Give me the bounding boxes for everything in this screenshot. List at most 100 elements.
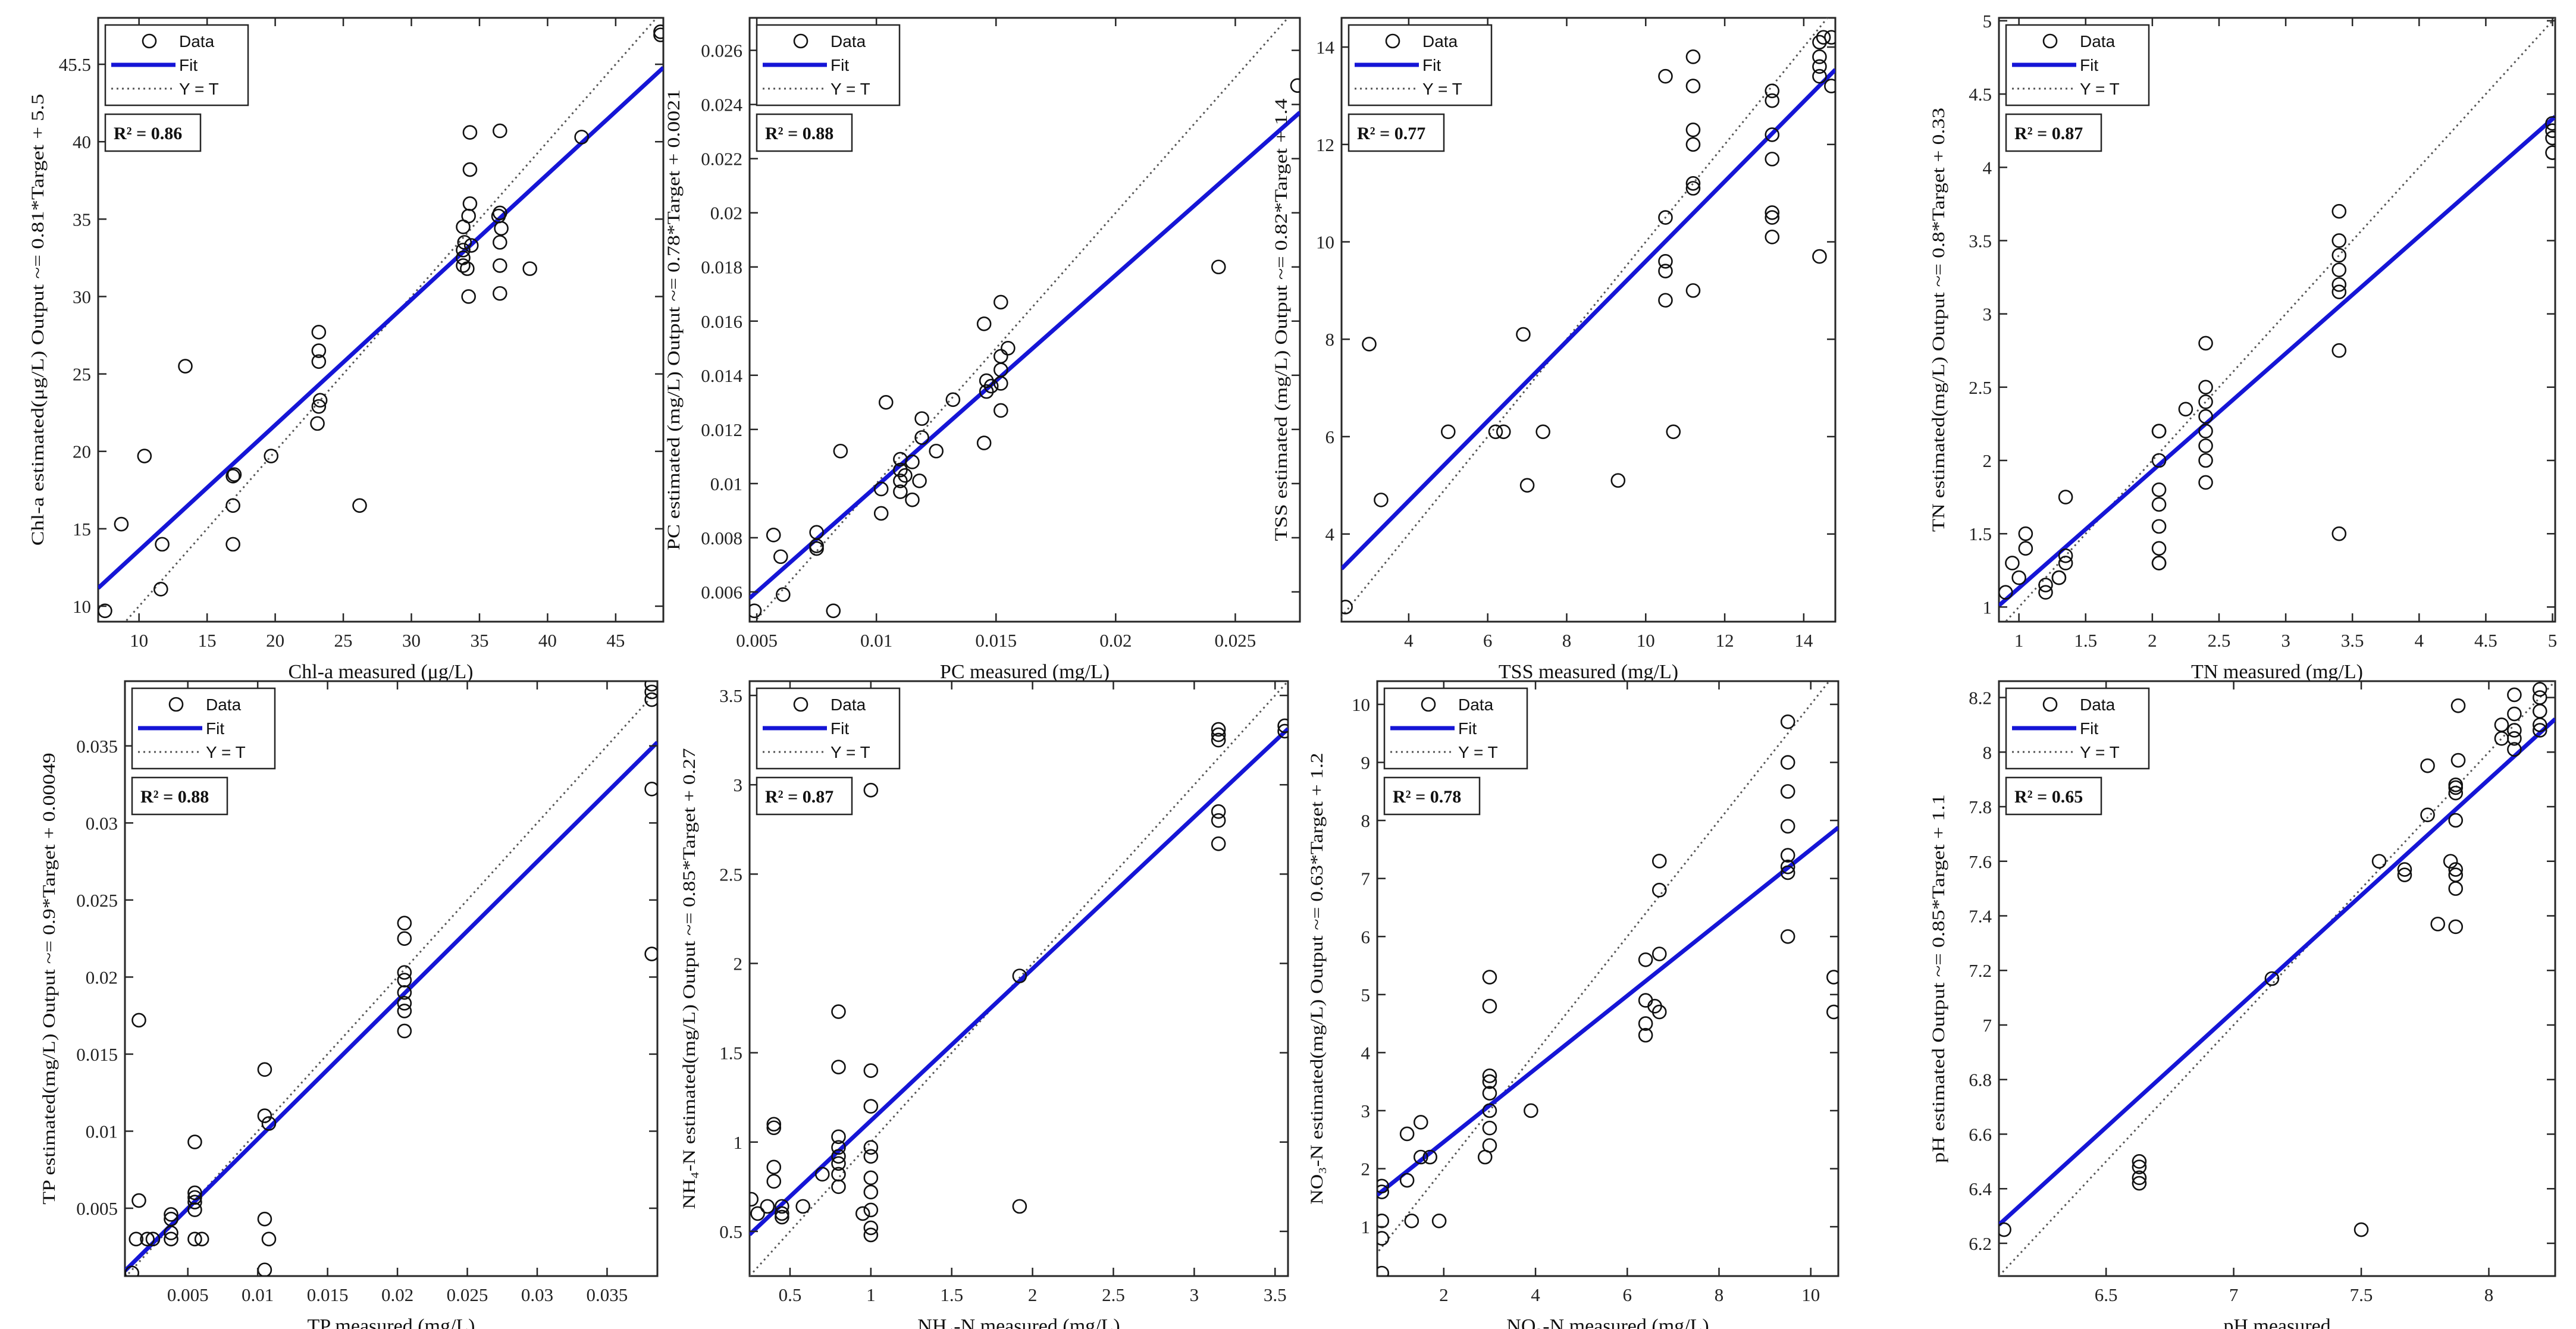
y-tick-label: 3.5: [1969, 230, 1992, 251]
data-point: [983, 378, 999, 394]
y-tick-label: 10: [1316, 232, 1334, 253]
y-tick-label: 8: [1361, 810, 1371, 831]
data-point: [2450, 698, 2466, 713]
data-point: [905, 492, 920, 507]
data-point: [1765, 205, 1780, 220]
y-axis-label: Chl-a estimated(μg/L) Output ~= 0.81*Tar…: [28, 94, 48, 546]
plot-content: [1999, 681, 2555, 1276]
data-point: [993, 376, 1008, 391]
data-point: [2397, 867, 2412, 882]
chart-1: 10 15 20 25 30 35 40 45 10 15 20 25 30 35 40 45.5 Chl-a …: [28, 17, 665, 683]
legend-fit-label: Fit: [2080, 719, 2098, 738]
y-tick-label: 0.012: [701, 419, 742, 440]
legend-yt-label: Y = T: [1458, 743, 1498, 761]
data-point: [2151, 424, 2167, 439]
data-point: [194, 1231, 209, 1247]
data-point: [1816, 30, 1831, 45]
data-point: [1638, 1027, 1653, 1043]
data-point: [1651, 1004, 1667, 1020]
data-point: [129, 1231, 144, 1247]
data-point: [2397, 862, 2412, 877]
data-point: [1377, 1184, 1390, 1199]
x-tick-label: 6.5: [2095, 1284, 2118, 1305]
legend-yt-label: Y = T: [2080, 80, 2120, 98]
data-point: [1211, 813, 1226, 828]
x-tick-label: 6: [1483, 630, 1493, 651]
data-point: [187, 1195, 202, 1209]
data-point: [809, 525, 824, 540]
data-point: [1651, 854, 1667, 869]
data-point: [1482, 1120, 1497, 1136]
x-tick-label: 45: [606, 630, 625, 651]
fit-line: [750, 111, 1300, 600]
x-tick-label: 0.5: [779, 1284, 802, 1305]
y-tick-label: 8.2: [1969, 688, 1992, 709]
data-point: [775, 1209, 789, 1225]
data-point: [1277, 723, 1288, 739]
y-tick-label: 0.03: [86, 813, 118, 833]
data-point: [1377, 1231, 1390, 1246]
x-tick-label: 30: [402, 630, 421, 651]
data-point: [311, 399, 327, 414]
data-point: [945, 392, 961, 408]
y-tick-label: 0.006: [701, 582, 742, 603]
y-tick-label: 1.5: [719, 1043, 742, 1064]
data-point: [1685, 49, 1701, 64]
data-point: [397, 1004, 412, 1018]
legend: Data Fit Y = T: [131, 687, 276, 770]
data-point: [863, 782, 879, 798]
data-point: [2198, 394, 2213, 409]
data-point: [2198, 336, 2213, 351]
data-point: [1780, 865, 1795, 880]
data-point: [1440, 424, 1456, 440]
y-tick-label: 3: [734, 775, 743, 795]
x-tick-label: 12: [1716, 630, 1734, 651]
data-point: [131, 1193, 146, 1208]
data-point: [2011, 570, 2026, 585]
r2-label: R² = 0.87: [765, 787, 833, 807]
r2-label: R² = 0.86: [114, 124, 182, 143]
x-tick-label: 3: [2281, 630, 2290, 651]
data-point: [831, 1129, 846, 1145]
data-point: [644, 782, 657, 797]
chart-2: 0.005 0.01 0.015 0.02 0.025 0.006 0.008 0.01 0.0…: [664, 17, 1301, 683]
legend-data-label: Data: [831, 695, 866, 714]
data-point: [397, 996, 412, 1011]
y-tick-label: 2: [734, 953, 743, 974]
plot-area: [748, 17, 1301, 623]
x-tick-label: 10: [130, 630, 148, 651]
x-axis-label: NO₃-N measured (mg/L): [1506, 1315, 1709, 1329]
y-axis-label: TP estimated(mg/L) Output ~= 0.9*Target …: [39, 753, 59, 1205]
plot-area: [124, 680, 659, 1277]
data-point: [131, 1013, 146, 1028]
legend-data-marker: [2042, 697, 2058, 712]
data-point: [2448, 919, 2464, 935]
y-tick-label: 30: [73, 286, 91, 307]
x-tick-label: 2: [1439, 1284, 1449, 1305]
data-point: [1211, 727, 1226, 742]
y-tick-label: 20: [73, 441, 91, 462]
data-point: [2331, 284, 2347, 299]
fit-line: [1999, 717, 2555, 1227]
data-point: [766, 1159, 782, 1175]
data-point: [863, 1220, 879, 1236]
data-point: [993, 294, 1008, 310]
y-tick-label: 0.01: [86, 1121, 118, 1142]
x-tick-label: 6: [1623, 1284, 1632, 1305]
x-tick-label: 0.005: [736, 630, 778, 651]
y-tick-label: 5: [1361, 985, 1371, 1005]
data-point: [2448, 862, 2464, 877]
x-tick-label: 2: [2148, 630, 2157, 651]
data-point: [2058, 490, 2073, 504]
fit-line: [1999, 115, 2555, 607]
data-point: [187, 1231, 202, 1247]
x-tick-label: 4.5: [2474, 630, 2497, 651]
data-point: [98, 603, 112, 619]
data-point: [776, 587, 791, 602]
y-tick-label: 3: [1983, 304, 1992, 325]
x-tick-label: 0.025: [1215, 630, 1256, 651]
data-point: [257, 1108, 272, 1123]
data-point: [1399, 1173, 1415, 1188]
data-point: [2331, 277, 2347, 292]
data-point: [1826, 1004, 1838, 1020]
